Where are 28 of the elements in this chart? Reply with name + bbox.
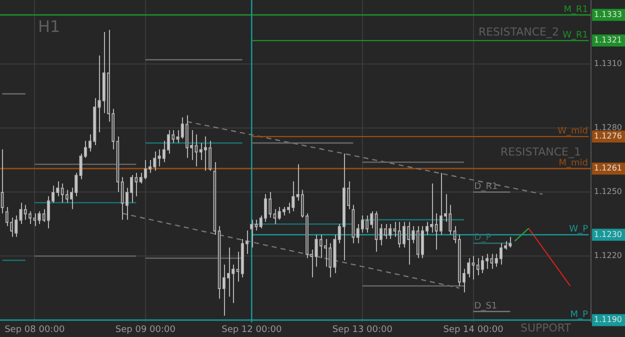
series-label: D_S1 bbox=[474, 301, 498, 312]
y-tick-label: 1.1321 bbox=[594, 36, 622, 45]
y-tick-label: 1.1310 bbox=[594, 59, 622, 68]
y-tick-label: 1.1190 bbox=[594, 315, 622, 324]
ref-line-label: M_R1 bbox=[564, 4, 588, 15]
ref-line-label: M_mid bbox=[558, 158, 588, 168]
annotation: RESISTANCE_1 bbox=[500, 145, 581, 158]
legend-label: W_R1 bbox=[562, 30, 588, 40]
x-tick-label: Sep 13 00:00 bbox=[332, 324, 393, 335]
x-tick-label: Sep 14 00:00 bbox=[443, 324, 504, 335]
x-tick-label: Sep 12 00:00 bbox=[222, 324, 282, 335]
y-tick-label: 1.1220 bbox=[594, 251, 622, 260]
y-tick-label: 1.1276 bbox=[594, 132, 622, 141]
annotation: H1 bbox=[38, 17, 60, 36]
legend-label: W_P bbox=[569, 224, 589, 235]
annotation: SUPPORT bbox=[520, 321, 572, 334]
y-tick-label: 1.1261 bbox=[594, 164, 622, 173]
series-label: D_P bbox=[474, 233, 492, 244]
y-tick-label: 1.1230 bbox=[594, 230, 622, 239]
x-tick-label: Sep 08 00:00 bbox=[4, 324, 65, 335]
y-tick-label: 1.1333 bbox=[594, 10, 622, 20]
ref-line-label: M_P bbox=[570, 310, 589, 320]
y-tick-label: 1.1280 bbox=[594, 123, 622, 132]
annotation: RESISTANCE_2 bbox=[478, 25, 559, 38]
x-tick-label: Sep 09 00:00 bbox=[115, 324, 176, 335]
legend-label: W_mid bbox=[558, 126, 588, 136]
y-tick-label: 1.1250 bbox=[594, 187, 622, 196]
series-label: D_R1 bbox=[474, 182, 498, 192]
